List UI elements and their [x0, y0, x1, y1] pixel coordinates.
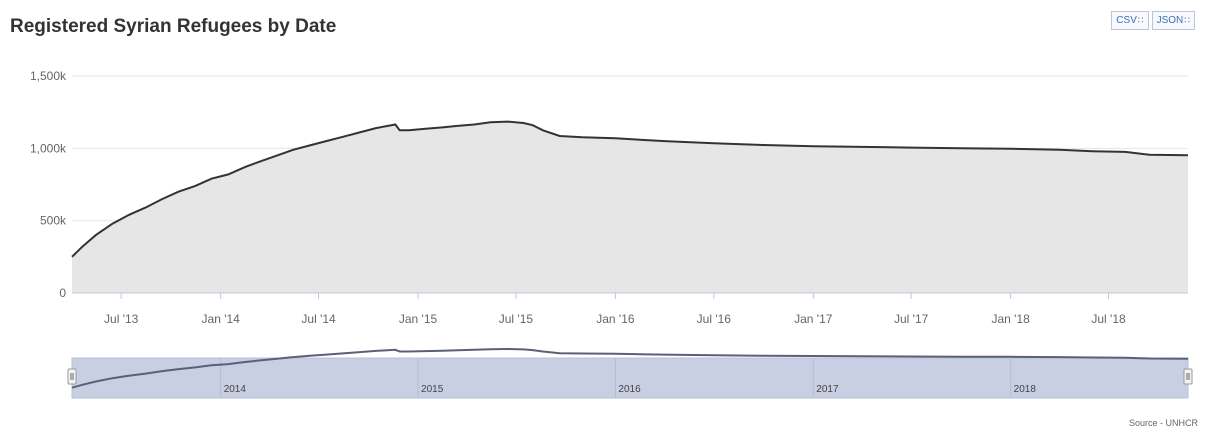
- csv-export-button[interactable]: CSV∷: [1111, 11, 1149, 30]
- json-label: JSON: [1156, 15, 1184, 26]
- rss-icon: ∷: [1184, 15, 1190, 25]
- series-area: [72, 121, 1188, 293]
- navigator-label: 2017: [816, 384, 839, 395]
- navigator-label: 2015: [421, 384, 444, 395]
- x-tick-label: Jul '18: [1091, 312, 1126, 326]
- navigator-left-handle: [67, 368, 77, 385]
- y-tick-label: 500k: [40, 214, 67, 228]
- navigator-right-handle: [1183, 368, 1193, 385]
- y-tick-label: 0: [59, 286, 66, 300]
- navigator-background: [71, 357, 1189, 399]
- navigator-series-line: [71, 347, 1189, 389]
- navigator-label: 2018: [1014, 384, 1037, 395]
- x-tick-label: Jan '14: [202, 312, 241, 326]
- chart-title: Registered Syrian Refugees by Date: [10, 16, 337, 37]
- y-tick-label: 1,000k: [30, 141, 67, 155]
- x-tick-label: Jan '17: [794, 312, 833, 326]
- json-export-button[interactable]: JSON∷: [1151, 11, 1195, 30]
- x-tick-label: Jan '15: [399, 312, 438, 326]
- x-tick-label: Jan '16: [596, 312, 635, 326]
- x-tick-label: Jul '17: [894, 312, 929, 326]
- source-credit[interactable]: Source - UNHCR: [1128, 418, 1198, 428]
- x-tick-label: Jul '15: [499, 312, 534, 326]
- y-tick-label: 1,500k: [30, 69, 67, 83]
- x-tick-label: Jul '16: [697, 312, 732, 326]
- csv-label: CSV: [1116, 15, 1137, 26]
- x-tick-label: Jan '18: [991, 312, 1030, 326]
- rss-icon: ∷: [1137, 15, 1144, 25]
- export-buttons: CSV∷ JSON∷: [1111, 11, 1195, 30]
- series-line: [71, 120, 1189, 258]
- navigator-label: 2016: [618, 384, 641, 395]
- x-tick-label: Jul '14: [301, 312, 336, 326]
- navigator-label: 2014: [224, 384, 247, 395]
- x-tick-label: Jul '13: [104, 312, 139, 326]
